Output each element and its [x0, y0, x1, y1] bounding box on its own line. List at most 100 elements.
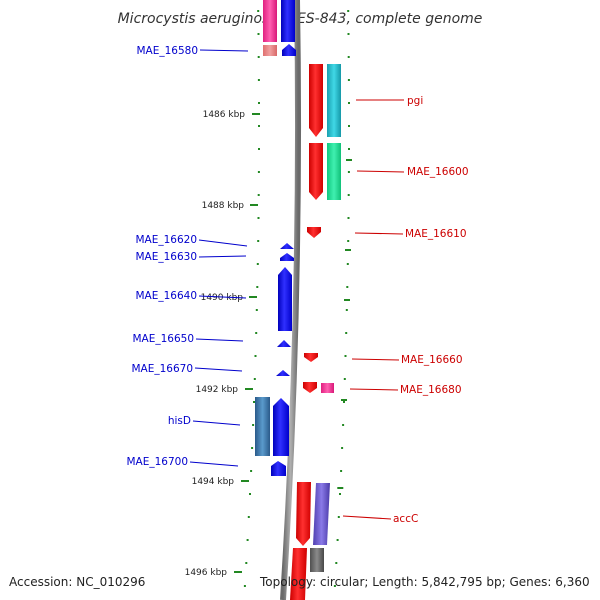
gene-feature[interactable]: [271, 461, 286, 476]
gene-feature[interactable]: [290, 548, 307, 600]
guide-dot: [347, 171, 350, 173]
guide-dot: [255, 309, 258, 311]
guide-dot: [253, 401, 255, 403]
guide-dot: [258, 102, 260, 104]
gene-feature[interactable]: [303, 382, 317, 393]
scale-tick: 1486 kbp: [203, 110, 260, 120]
scale-tick-label: 1492 kbp: [196, 385, 239, 395]
gene-feature[interactable]: [321, 383, 334, 393]
gene-label[interactable]: MAE_16650: [132, 333, 194, 345]
guide-dot: [346, 286, 349, 288]
genome-backbone: [280, 0, 302, 600]
guide-dot: [347, 240, 350, 242]
guide-dot: [348, 148, 350, 150]
forward-strand-genes: [263, 0, 341, 600]
leader-lines: [189, 49, 405, 520]
gene-feature[interactable]: [307, 227, 321, 238]
scale-tick: 1492 kbp: [196, 385, 253, 395]
scale-ticks: 1486 kbp 1488 kbp 1490 kbp 1492 kbp 1494…: [185, 110, 260, 578]
guide-dot: [257, 33, 260, 35]
scale-tick-label: 1486 kbp: [203, 110, 246, 120]
guide-dot: [341, 447, 344, 449]
guide-dot: [258, 148, 260, 150]
gene-feature[interactable]: [304, 353, 318, 362]
gene-feature[interactable]: [309, 64, 323, 137]
gene-label[interactable]: MAE_16670: [131, 363, 193, 375]
gene-label[interactable]: accC: [393, 513, 418, 525]
guide-dot: [333, 585, 336, 587]
guide-dot: [257, 240, 260, 242]
dotted-guides: [243, 10, 352, 587]
gene-feature[interactable]: [281, 0, 295, 42]
guide-dot: [245, 562, 248, 564]
gene-label[interactable]: MAE_16660: [401, 354, 463, 366]
gene-label[interactable]: MAE_16700: [126, 456, 188, 468]
gene-feature[interactable]: [280, 243, 294, 249]
guide-dot: [254, 355, 257, 357]
gene-feature[interactable]: [296, 482, 311, 546]
gene-feature[interactable]: [309, 143, 323, 200]
guide-dot: [256, 263, 259, 265]
topology-text: Topology: circular; Length: 5,842,795 bp…: [260, 575, 590, 589]
gene-feature[interactable]: [327, 64, 341, 137]
guide-dot: [343, 401, 345, 403]
guide-dot: [344, 355, 347, 357]
scale-tick: 1496 kbp: [185, 568, 242, 578]
guide-dot: [258, 125, 260, 127]
gene-feature[interactable]: [263, 45, 277, 56]
gene-label[interactable]: pgi: [407, 95, 423, 107]
gene-feature[interactable]: [255, 397, 270, 456]
guide-dot: [343, 378, 346, 380]
gene-label[interactable]: MAE_16610: [405, 228, 467, 240]
reverse-strand-genes: [255, 0, 296, 476]
gene-label[interactable]: MAE_16580: [136, 45, 198, 57]
guide-dot: [250, 470, 253, 472]
scale-tick-label: 1494 kbp: [192, 477, 235, 487]
guide-dot: [337, 516, 340, 518]
guide-dot: [339, 493, 341, 495]
guide-dot: [348, 102, 350, 104]
gene-feature[interactable]: [277, 340, 291, 347]
guide-dot: [257, 56, 260, 58]
scale-tick-label: 1488 kbp: [202, 201, 245, 211]
gene-label[interactable]: MAE_16600: [407, 166, 469, 178]
guide-dot: [255, 332, 258, 334]
guide-dot: [345, 309, 348, 311]
guide-dot: [257, 171, 260, 173]
gene-feature[interactable]: [280, 253, 294, 261]
guide-dot: [249, 493, 251, 495]
guide-dot: [340, 470, 343, 472]
guide-dot: [251, 447, 254, 449]
accession-text: Accession: NC_010296: [9, 575, 146, 589]
guide-dot: [257, 10, 260, 12]
gene-feature[interactable]: [276, 370, 290, 376]
guide-dot: [246, 539, 249, 541]
guide-dot: [252, 424, 255, 426]
gene-feature[interactable]: [273, 398, 289, 456]
gene-label[interactable]: hisD: [168, 415, 191, 427]
guide-dot: [346, 263, 349, 265]
gene-label[interactable]: MAE_16620: [135, 234, 197, 246]
guide-dot: [347, 194, 350, 196]
guide-dot: [345, 332, 348, 334]
guide-dot: [347, 79, 350, 81]
guide-dot: [243, 585, 246, 587]
scale-tick-label: 1490 kbp: [201, 293, 244, 303]
guide-dot: [257, 79, 260, 81]
gene-feature[interactable]: [327, 143, 341, 200]
guide-dot: [347, 33, 350, 35]
gene-feature[interactable]: [313, 483, 330, 545]
guide-dot: [257, 217, 260, 219]
gene-feature[interactable]: [282, 44, 296, 56]
gene-feature[interactable]: [278, 267, 292, 331]
scale-tick-label: 1496 kbp: [185, 568, 228, 578]
gene-label[interactable]: MAE_16680: [400, 384, 462, 396]
gene-label[interactable]: MAE_16630: [135, 251, 197, 263]
gene-feature[interactable]: [263, 0, 277, 42]
gene-feature[interactable]: [310, 548, 324, 572]
gene-label[interactable]: MAE_16640: [135, 290, 197, 302]
guide-dot: [335, 562, 338, 564]
guide-dot: [347, 217, 350, 219]
guide-dot: [347, 10, 350, 12]
